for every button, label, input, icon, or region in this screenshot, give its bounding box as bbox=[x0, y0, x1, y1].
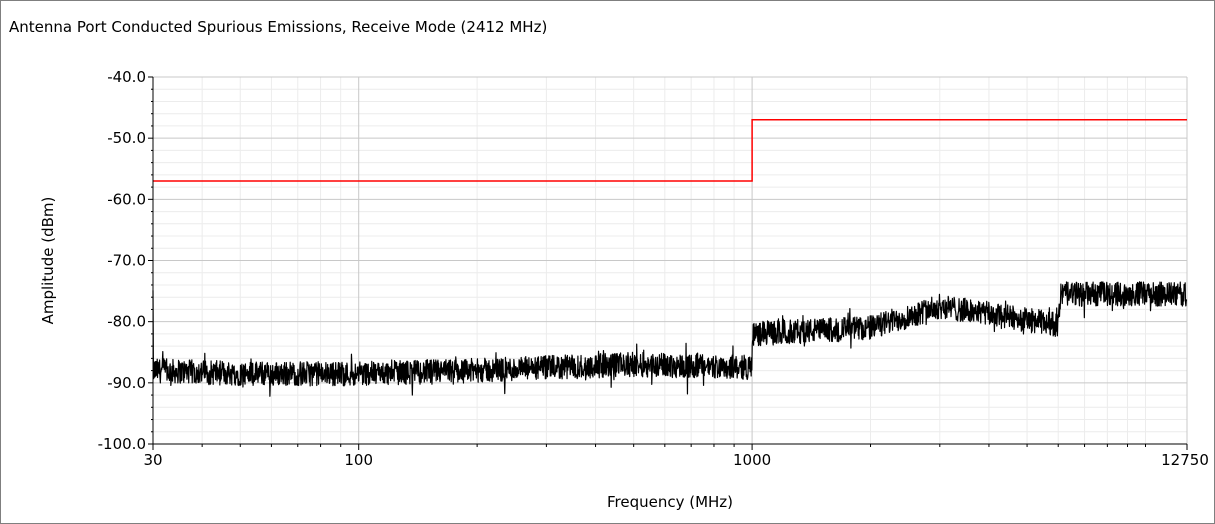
y-tick-label: -50.0 bbox=[107, 129, 146, 147]
chart-title: Antenna Port Conducted Spurious Emission… bbox=[9, 18, 548, 36]
emission-trace-series bbox=[152, 281, 1188, 397]
y-tick-label: -70.0 bbox=[107, 252, 146, 270]
y-tick-label: -90.0 bbox=[107, 374, 146, 392]
x-tick-label: 12750 bbox=[1161, 451, 1209, 469]
series-layer bbox=[152, 119, 1188, 397]
y-tick-label: -80.0 bbox=[107, 313, 146, 331]
x-tick-label: 30 bbox=[143, 451, 162, 469]
y-tick-label: -60.0 bbox=[107, 190, 146, 208]
x-tick-label: 100 bbox=[344, 451, 373, 469]
limit-line-series bbox=[153, 119, 1187, 182]
y-tick-label: -100.0 bbox=[98, 435, 146, 453]
x-tick-label: 1000 bbox=[733, 451, 771, 469]
y-tick-label: -40.0 bbox=[107, 68, 146, 86]
x-axis-title: Frequency (MHz) bbox=[607, 493, 733, 511]
axes bbox=[148, 76, 1188, 450]
major-grid bbox=[152, 76, 1188, 445]
y-axis-title: Amplitude (dBm) bbox=[39, 197, 57, 325]
tick-labels: -40.0 -50.0 -60.0 -70.0 -80.0 -90.0 -100.030 10… bbox=[98, 68, 1209, 469]
